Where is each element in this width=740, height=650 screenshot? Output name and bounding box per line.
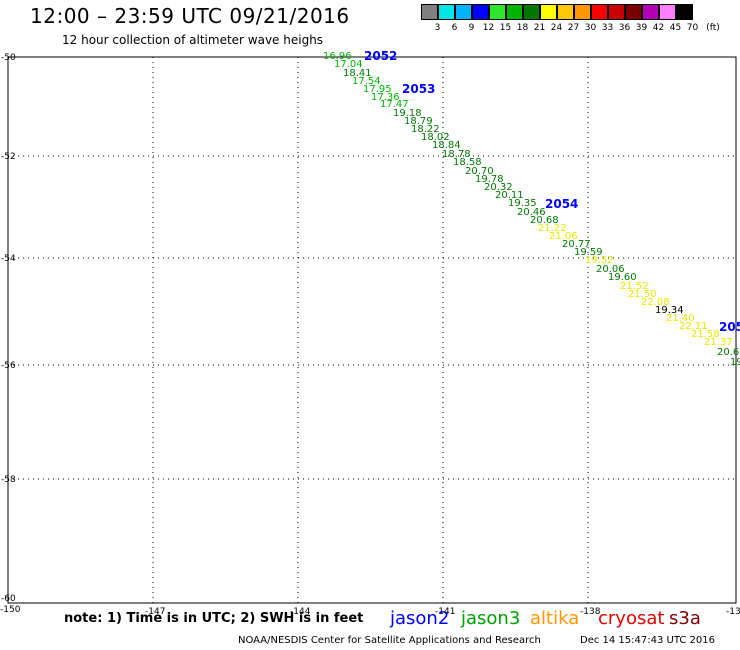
latitude-label: -58: [1, 475, 16, 485]
legend-label: 30: [584, 23, 597, 33]
latitude-label: -52: [1, 152, 16, 162]
wave-height-label: 18.78: [442, 149, 471, 160]
latitude-label: -60: [1, 594, 16, 604]
legend-swatch: [574, 4, 591, 20]
longitude-label: -141: [435, 607, 455, 617]
wave-height-label: 19.78: [475, 174, 504, 185]
legend-swatch: [557, 4, 574, 20]
legend-label: 70: [686, 23, 699, 33]
legend-label: 21: [533, 23, 546, 33]
legend-swatch: [506, 4, 523, 20]
legend-label: 42: [652, 23, 665, 33]
legend-label: 15: [499, 23, 512, 33]
legend-unit: (ft): [706, 23, 720, 33]
map-frame: [7, 56, 737, 604]
wave-height-label: 17.54: [352, 76, 381, 87]
legend-swatch: [676, 4, 693, 20]
wave-height-label: 19.52: [585, 255, 614, 266]
generated-timestamp: Dec 14 15:47:43 UTC 2016: [580, 635, 715, 646]
wave-height-label: 20.70: [465, 166, 494, 177]
wave-height-label: 21.40: [666, 313, 695, 324]
longitude-label: -144: [290, 607, 311, 617]
wave-height-label: 20.46: [517, 207, 546, 218]
wave-height-label: 20.68: [530, 215, 559, 226]
wave-height-label: 20.32: [484, 182, 513, 193]
satellite-name-jason3: jason3: [461, 608, 521, 629]
pass-number-label: 2054: [545, 197, 578, 211]
wave-height-label: 19.34: [655, 305, 684, 316]
legend-label: 27: [567, 23, 580, 33]
legend-swatch: [608, 4, 625, 20]
credit-line: NOAA/NESDIS Center for Satellite Applica…: [238, 635, 541, 646]
longitude-label: -147: [145, 607, 165, 617]
legend-swatch: [642, 4, 659, 20]
wave-height-label: 21.52: [620, 281, 649, 292]
wave-height-label: 19: [730, 357, 740, 368]
satellite-name-jason2: jason2: [390, 608, 450, 629]
latitude-label: -50: [1, 53, 16, 63]
wave-height-label: 18.22: [411, 124, 440, 135]
legend-swatch: [455, 4, 472, 20]
latitude-label: -56: [1, 361, 16, 371]
wave-height-label: 18.41: [343, 68, 372, 79]
wave-height-label: 19.18: [393, 108, 422, 119]
wave-height-label: 18.79: [404, 116, 433, 127]
legend-label: 12: [482, 23, 495, 33]
legend-swatch: [421, 4, 438, 20]
wave-height-label: 20.77: [562, 239, 591, 250]
wave-height-label: 17.47: [380, 99, 409, 110]
wave-height-label: 21.37: [704, 337, 733, 348]
wave-height-label: 18.02: [421, 132, 450, 143]
wave-height-label: 19.60: [608, 272, 637, 283]
satellite-name-altika: altika: [530, 608, 580, 629]
legend-label: 9: [468, 23, 475, 33]
pass-number-label: 205: [719, 320, 740, 334]
wave-height-label: 21.06: [549, 231, 578, 242]
legend-swatch: [472, 4, 489, 20]
wave-height-label: 20.6: [717, 347, 739, 358]
legend-swatch: [540, 4, 557, 20]
legend-swatch: [659, 4, 676, 20]
pass-number-label: 2052: [364, 49, 397, 63]
wave-height-label: 17.36: [371, 92, 400, 103]
legend-swatch: [625, 4, 642, 20]
wave-height-label: 17.95: [363, 84, 392, 95]
wave-height-label: 22.11: [679, 321, 708, 332]
legend-label: 6: [451, 23, 458, 33]
legend-label: 18: [516, 23, 529, 33]
latitude-label: -54: [1, 254, 16, 264]
legend-label: 36: [618, 23, 631, 33]
wave-height-label: 18.58: [453, 157, 482, 168]
wave-height-label: 21.22: [538, 223, 567, 234]
wave-height-label: 16.96: [323, 51, 352, 62]
wave-height-label: 20.06: [596, 264, 625, 275]
wave-height-label: 19.59: [574, 247, 603, 258]
wave-height-label: 17.04: [334, 59, 363, 70]
satellite-name-s3a: s3a: [669, 608, 701, 629]
wave-height-label: 18.84: [432, 140, 461, 151]
wave-height-label: 21.50: [628, 289, 657, 300]
legend-swatch: [438, 4, 455, 20]
legend-label: 3: [434, 23, 441, 33]
legend-label: 39: [635, 23, 648, 33]
map-title: 12:00 – 23:59 UTC 09/21/2016: [30, 4, 350, 28]
pass-number-label: 2053: [402, 82, 435, 96]
wave-height-label: 20.11: [495, 190, 524, 201]
legend-swatch: [489, 4, 506, 20]
longitude-label: -150: [0, 605, 21, 615]
legend-swatch: [591, 4, 608, 20]
legend-label: 45: [669, 23, 682, 33]
wave-height-label: 21.58: [691, 329, 720, 340]
wave-height-label: 19.35: [508, 198, 537, 209]
legend-label: 33: [601, 23, 614, 33]
legend-label: 24: [550, 23, 563, 33]
wave-height-label: 22.08: [641, 297, 670, 308]
satellite-name-cryosat: cryosat: [598, 608, 665, 629]
longitude-label: -138: [580, 607, 601, 617]
footnote-units: note: 1) Time is in UTC; 2) SWH is in fe…: [64, 611, 364, 626]
legend-swatch: [523, 4, 540, 20]
longitude-label: -13: [726, 607, 740, 617]
map-subtitle: 12 hour collection of altimeter wave hei…: [62, 33, 324, 47]
